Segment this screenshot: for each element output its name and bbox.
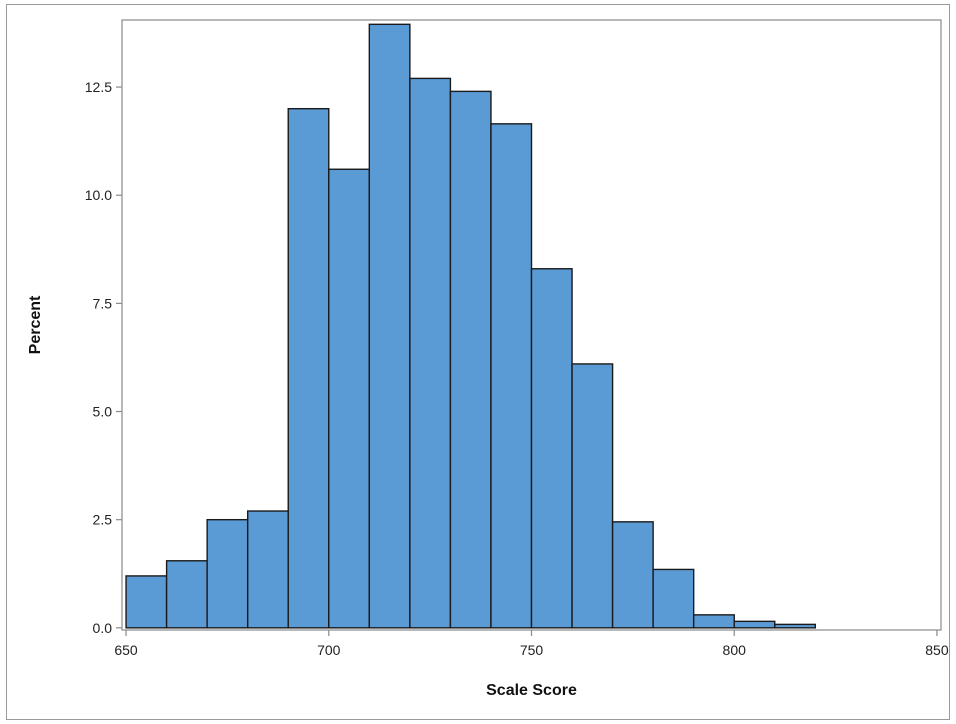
x-axis: 650 700 750 800 850 bbox=[114, 630, 949, 658]
x-tick-label: 650 bbox=[114, 642, 138, 658]
histogram-bar-690-700 bbox=[287, 107, 330, 629]
y-tick-label: 10.0 bbox=[85, 187, 112, 203]
histogram-bar-760-770 bbox=[571, 363, 614, 629]
bars-group bbox=[125, 23, 817, 629]
histogram-bar-770-780 bbox=[611, 521, 654, 629]
y-tick-label: 2.5 bbox=[93, 512, 113, 528]
histogram-bar-780-790 bbox=[652, 568, 695, 629]
histogram-bar-750-760 bbox=[530, 268, 573, 629]
histogram-bar-650-660 bbox=[125, 575, 168, 629]
y-tick-label: 12.5 bbox=[85, 79, 112, 95]
histogram-bar-730-740 bbox=[449, 90, 492, 629]
histogram-bar-720-730 bbox=[409, 77, 452, 629]
x-tick-label: 750 bbox=[520, 642, 544, 658]
histogram-bar-660-670 bbox=[165, 560, 208, 629]
y-tick-label: 7.5 bbox=[93, 295, 113, 311]
chart-frame bbox=[6, 4, 950, 720]
x-tick-label: 850 bbox=[925, 642, 949, 658]
histogram-bar-680-690 bbox=[246, 510, 289, 629]
x-tick-label: 700 bbox=[317, 642, 341, 658]
histogram-bar-700-710 bbox=[328, 168, 371, 629]
x-axis-title: Scale Score bbox=[486, 682, 577, 699]
histogram-bar-670-680 bbox=[206, 518, 249, 629]
histogram-bar-790-800 bbox=[692, 614, 735, 629]
histogram-bar-810-820 bbox=[774, 623, 817, 629]
histogram-bar-710-720 bbox=[368, 23, 411, 629]
histogram-bar-800-810 bbox=[733, 620, 776, 629]
y-axis-title: Percent bbox=[27, 295, 44, 354]
y-tick-label: 5.0 bbox=[93, 404, 113, 420]
y-tick-label: 0.0 bbox=[93, 620, 113, 636]
histogram-bar-740-750 bbox=[490, 123, 533, 629]
x-tick-label: 800 bbox=[723, 642, 747, 658]
y-axis: 0.0 2.5 5.0 7.5 10.0 12.5 bbox=[85, 79, 122, 636]
